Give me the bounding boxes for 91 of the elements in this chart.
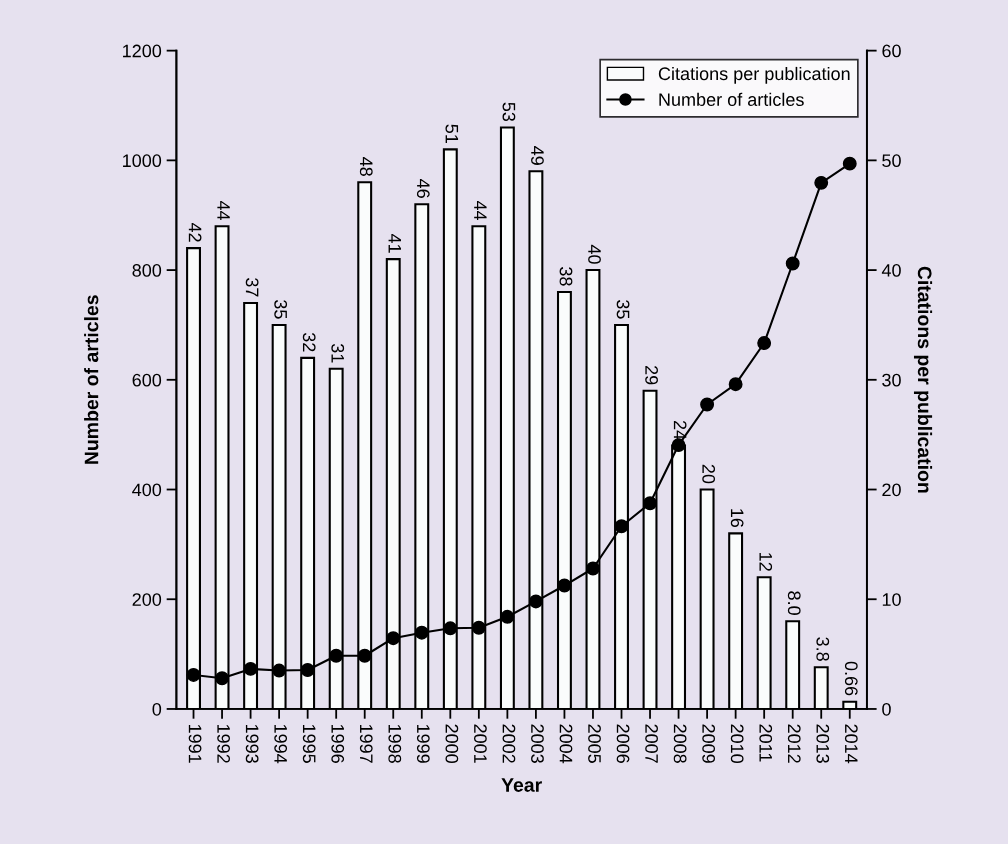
- point: [557, 578, 572, 593]
- point: [842, 156, 857, 171]
- x-tick-label: 2006: [616, 724, 630, 763]
- data-label: 3.8: [816, 637, 830, 661]
- point: [300, 663, 315, 677]
- y-tick-label: 1000: [123, 154, 162, 168]
- x-tick-label: 1997: [359, 724, 373, 763]
- point: [443, 621, 458, 636]
- data-label: 29: [645, 366, 658, 385]
- x-tick-label: 2001: [473, 724, 487, 763]
- data-label: 0.66: [844, 661, 858, 696]
- y-tick-label: 1200: [123, 44, 162, 58]
- y2-tick-label: 60: [882, 44, 901, 58]
- x-tick-label: 1991: [188, 724, 202, 763]
- data-label: 32: [302, 332, 316, 352]
- y-axis-title: Number of articles: [84, 295, 99, 464]
- data-label: 20: [702, 464, 716, 484]
- x-tick-label: 2007: [645, 724, 658, 763]
- legend-label: Number of articles: [659, 92, 804, 107]
- data-label: 42: [188, 222, 202, 242]
- x-tick-label: 2005: [588, 724, 601, 763]
- y-tick-label: 200: [132, 593, 162, 606]
- point: [243, 661, 258, 676]
- data-label: 44: [474, 200, 487, 221]
- point: [186, 668, 201, 682]
- point: [586, 561, 600, 576]
- point: [215, 671, 229, 686]
- x-tick-label: 2004: [559, 724, 573, 764]
- data-label: 35: [274, 299, 288, 319]
- point: [728, 377, 743, 392]
- point: [757, 336, 772, 350]
- data-label: 16: [730, 509, 744, 528]
- x-tick-label: 2009: [702, 724, 716, 763]
- point: [357, 648, 372, 663]
- data-label: 44: [217, 200, 230, 221]
- data-label: 40: [588, 244, 601, 264]
- x-tick-label: 2002: [502, 724, 516, 763]
- point: [471, 620, 486, 635]
- x-tick-label: 2003: [531, 724, 544, 763]
- x-tick-label: 2000: [445, 724, 459, 763]
- x-tick-label: 1998: [388, 724, 402, 763]
- data-label: 31: [331, 343, 345, 363]
- data-label: 46: [416, 179, 430, 198]
- x-tick-label: 1992: [217, 724, 230, 763]
- data-label: 51: [445, 124, 459, 143]
- point: [386, 631, 401, 646]
- x-tick-label: 2013: [816, 724, 830, 763]
- x-tick-label: 1994: [274, 724, 288, 764]
- point: [272, 663, 287, 678]
- y-tick-label: 400: [132, 483, 162, 497]
- y2-tick-label: 40: [881, 264, 901, 277]
- x-axis-title: Year: [501, 778, 542, 792]
- y2-tick-label: 20: [882, 483, 901, 497]
- data-label: 24: [673, 420, 687, 440]
- point: [614, 519, 629, 534]
- point: [414, 625, 429, 640]
- data-label: 35: [616, 299, 630, 319]
- data-label: 49: [531, 146, 544, 165]
- x-tick-label: 1993: [245, 724, 259, 763]
- y2-tick-label: 0: [882, 702, 891, 716]
- point: [785, 256, 800, 271]
- y2-tick-label: 50: [882, 154, 901, 168]
- x-tick-label: 2012: [787, 724, 801, 763]
- y-tick-label: 0: [152, 702, 162, 716]
- point: [700, 397, 715, 412]
- x-tick-label: 1995: [302, 724, 316, 763]
- point: [329, 648, 344, 663]
- y2-tick-label: 30: [882, 373, 901, 387]
- point: [528, 594, 543, 609]
- data-label: 48: [359, 157, 373, 176]
- data-label: 37: [245, 278, 259, 297]
- x-tick-label: 1999: [416, 724, 430, 763]
- data-label: 8.0: [787, 591, 801, 615]
- y2-tick-label: 10: [882, 593, 901, 606]
- point: [643, 496, 657, 511]
- x-tick-label: 1996: [331, 724, 345, 763]
- point: [814, 175, 829, 190]
- y-tick-label: 800: [132, 264, 162, 277]
- legend-label: Citations per publication: [658, 66, 850, 84]
- x-tick-label: 2014: [844, 724, 858, 764]
- y2-axis-title: Citations per publication: [913, 266, 933, 493]
- point: [671, 438, 686, 453]
- x-tick-label: 2008: [673, 724, 687, 763]
- y-tick-label: 600: [132, 373, 162, 387]
- data-label: 53: [502, 102, 516, 122]
- x-tick-label: 2011: [759, 724, 773, 762]
- data-label: 38: [559, 267, 573, 286]
- point: [500, 609, 515, 624]
- data-label: 41: [388, 233, 401, 253]
- x-tick-label: 2010: [730, 724, 744, 763]
- data-label: 12: [759, 553, 773, 571]
